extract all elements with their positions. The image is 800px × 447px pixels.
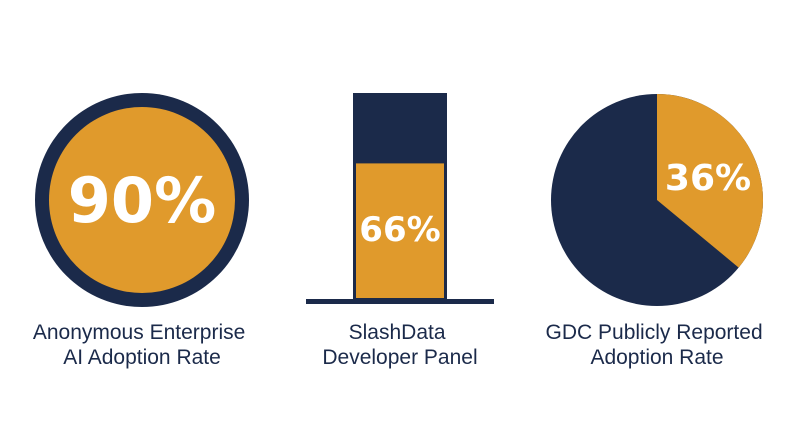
caption-line-2: AI Adoption Rate — [63, 346, 221, 369]
enterprise-adoption-chart: 90% Anonymous Enterprise AI Adoption Rat… — [33, 93, 251, 369]
caption-line-1: GDC Publicly Reported — [546, 321, 763, 344]
caption-line-1: Anonymous Enterprise — [33, 321, 245, 344]
pie-value-slice — [657, 94, 763, 268]
gdc-adoption-value: 36% — [665, 158, 751, 199]
gdc-adoption-caption: GDC Publicly Reported Adoption Rate — [546, 321, 769, 369]
developer-panel-value: 66% — [359, 210, 440, 250]
enterprise-adoption-value: 90% — [68, 164, 216, 237]
caption-line-1: SlashData — [349, 321, 446, 344]
bar-baseline — [306, 299, 494, 304]
caption-line-2: Developer Panel — [322, 346, 477, 369]
developer-panel-chart: 66% SlashData Developer Panel — [306, 93, 494, 369]
caption-line-2: Adoption Rate — [590, 346, 723, 369]
developer-panel-caption: SlashData Developer Panel — [322, 321, 477, 369]
gdc-adoption-chart: 36% GDC Publicly Reported Adoption Rate — [546, 94, 769, 369]
gauge-inner-fill — [49, 107, 235, 293]
bar-value-segment — [356, 163, 444, 298]
enterprise-adoption-caption: Anonymous Enterprise AI Adoption Rate — [33, 321, 251, 369]
